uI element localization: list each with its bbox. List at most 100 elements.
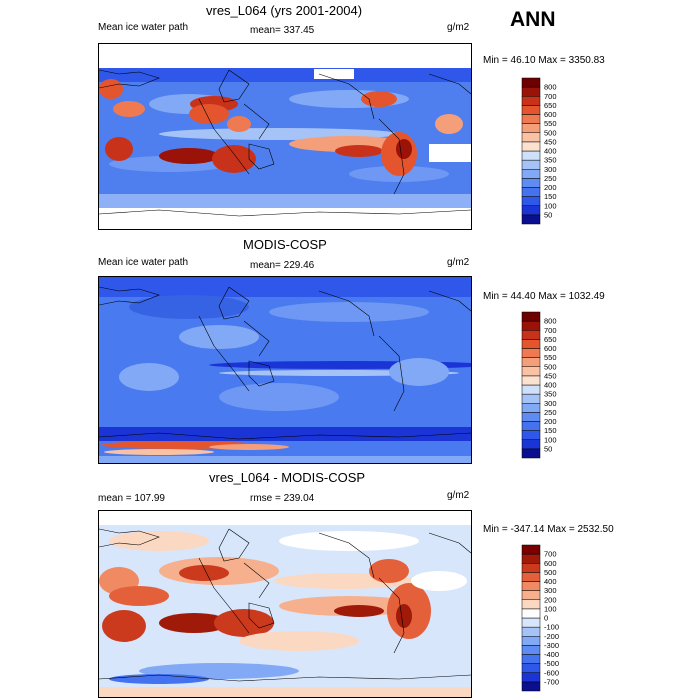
colorbar-tick-label: 200 [544, 183, 557, 192]
colorbar-swatch [521, 421, 541, 431]
panel3-rmse-label: rmse = 239.04 [250, 493, 315, 504]
panel1-map-svg [99, 44, 471, 229]
panel3-minmax: Min = -347.14 Max = 2532.50 [483, 524, 614, 535]
panel1-map [98, 43, 472, 230]
colorbar-swatch [521, 159, 541, 170]
colorbar-swatch [521, 86, 541, 97]
colorbar-tick-label: 500 [544, 362, 557, 371]
colorbar-tick-label: 400 [544, 147, 557, 156]
colorbar-swatch [521, 384, 541, 395]
colorbar-tick-label: 800 [544, 317, 557, 326]
colorbar-tick-label: 150 [544, 192, 557, 201]
colorbar-swatch [521, 430, 541, 440]
panel3-title: vres_L064 - MODIS-COSP [209, 470, 366, 485]
colorbar-swatch [521, 320, 541, 331]
panel2-map-svg [99, 277, 471, 463]
colorbar-tick-label: 800 [544, 83, 557, 92]
panel3-map [98, 510, 472, 698]
colorbar-swatch [521, 553, 541, 564]
colorbar-tick-label: 450 [544, 137, 557, 146]
colorbar-tick-label: 350 [544, 156, 557, 165]
panel1-mean-label: mean= 337.45 [250, 25, 315, 36]
colorbar-swatch [521, 366, 541, 377]
colorbar-tick-label: 600 [544, 344, 557, 353]
colorbar-swatch [521, 681, 541, 692]
colorbar-swatch [521, 393, 541, 404]
colorbar-swatch [521, 357, 541, 367]
panel2-colorbar: 50 100 150 200 250 300 350 400 450 500 550 600 650 70… [521, 311, 582, 462]
colorbar-tick-label: 200 [544, 417, 557, 426]
colorbar-tick-label: 400 [544, 577, 557, 586]
colorbar-swatch [521, 626, 541, 637]
panel3-mean-label: mean = 107.99 [98, 493, 165, 504]
colorbar-swatch [521, 645, 541, 655]
panel2-left-label: Mean ice water path [98, 257, 189, 268]
colorbar-tick-label: 400 [544, 381, 557, 390]
colorbar-tick-label: -200 [544, 632, 559, 641]
colorbar-tick-label: 100 [544, 604, 557, 613]
colorbar-swatch [521, 654, 541, 664]
panel1-title: vres_L064 (yrs 2001-2004) [206, 3, 363, 18]
panel1-colorbar: 50 100 150 200 250 300 350 400 450 500 550 600 650 70… [521, 77, 582, 228]
colorbar-tick-label: 250 [544, 408, 557, 417]
colorbar-swatch [521, 205, 541, 216]
panel3-colorbar: -700 -600 -500 -400 -300 -200 -100 0 100 200 300 40… [521, 544, 582, 695]
panel2-title: MODIS-COSP [243, 237, 327, 252]
colorbar-tick-label: -500 [544, 659, 559, 668]
colorbar-swatch [521, 214, 541, 225]
colorbar-tick-label: 0 [544, 614, 548, 623]
colorbar-tick-label: 550 [544, 353, 557, 362]
colorbar-tick-label: 450 [544, 371, 557, 380]
colorbar-tick-label: -100 [544, 623, 559, 632]
colorbar-swatch [521, 114, 541, 124]
colorbar-swatch [521, 403, 541, 413]
colorbar-swatch [521, 348, 541, 358]
panel1-left-label: Mean ice water path [98, 22, 189, 33]
colorbar-tick-label: 50 [544, 444, 552, 453]
colorbar-tick-label: 700 [544, 326, 557, 335]
panel2-mean-label: mean= 229.46 [250, 260, 315, 271]
colorbar-tick-label: 100 [544, 435, 557, 444]
colorbar-swatch [521, 187, 541, 197]
colorbar-tick-label: 500 [544, 128, 557, 137]
colorbar-swatch [521, 448, 541, 459]
colorbar-swatch [521, 663, 541, 673]
colorbar-tick-label: 650 [544, 101, 557, 110]
colorbar-swatch [521, 590, 541, 600]
colorbar-swatch [521, 311, 541, 322]
panel1-units-label: g/m2 [447, 22, 470, 33]
colorbar-swatch [521, 572, 541, 582]
colorbar-tick-label: 500 [544, 568, 557, 577]
colorbar-tick-label: 550 [544, 119, 557, 128]
colorbar-tick-label: 600 [544, 559, 557, 568]
colorbar-swatch [521, 563, 541, 573]
colorbar-tick-label: -600 [544, 668, 559, 677]
colorbar-swatch [521, 96, 541, 106]
colorbar-tick-label: 350 [544, 390, 557, 399]
season-label: ANN [510, 8, 556, 31]
colorbar-tick-label: -700 [544, 677, 559, 686]
colorbar-swatch [521, 636, 541, 646]
colorbar-swatch [521, 672, 541, 683]
colorbar-tick-label: 200 [544, 595, 557, 604]
colorbar-tick-label: -300 [544, 641, 559, 650]
colorbar-swatch [521, 412, 541, 422]
colorbar-tick-label: -400 [544, 650, 559, 659]
colorbar-tick-label: 600 [544, 110, 557, 119]
colorbar-tick-label: 700 [544, 550, 557, 559]
colorbar-swatch [521, 544, 541, 555]
colorbar-tick-label: 300 [544, 165, 557, 174]
colorbar-tick-label: 100 [544, 201, 557, 210]
colorbar-tick-label: 650 [544, 335, 557, 344]
colorbar-swatch [521, 169, 541, 179]
panel3-units-label: g/m2 [447, 490, 470, 501]
panel2-colorbar-svg: 5010015020025030035040045050055060065070… [521, 311, 557, 459]
colorbar-tick-label: 50 [544, 210, 552, 219]
colorbar-swatch [521, 196, 541, 206]
colorbar-swatch [521, 150, 541, 161]
colorbar-swatch [521, 330, 541, 340]
colorbar-swatch [521, 617, 541, 628]
panel2-map [98, 276, 472, 464]
colorbar-tick-label: 700 [544, 92, 557, 101]
colorbar-swatch [521, 599, 541, 610]
